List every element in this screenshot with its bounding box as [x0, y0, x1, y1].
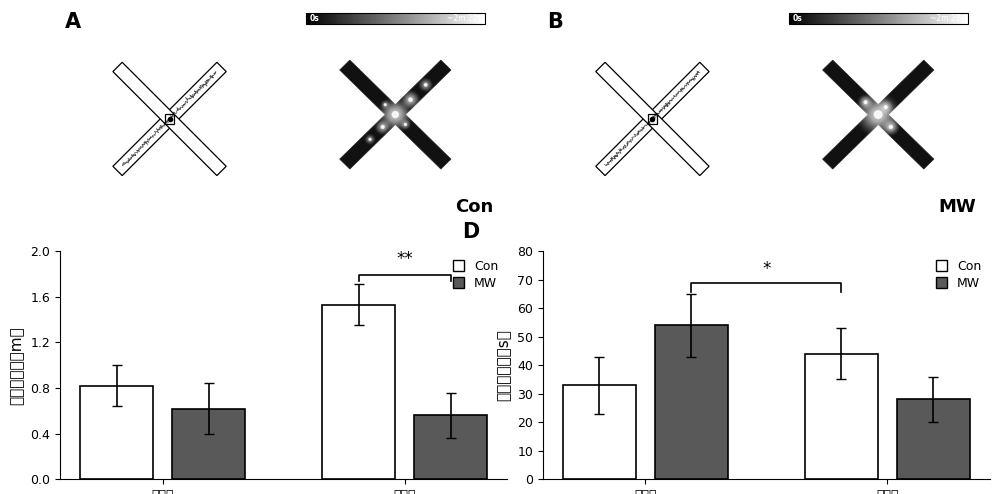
Bar [414, 415, 487, 479]
Y-axis label: 开放臂路程（m）: 开放臂路程（m） [10, 326, 25, 405]
Bar [563, 385, 636, 479]
Bar [805, 354, 878, 479]
Bar [897, 399, 970, 479]
Text: A: A [64, 12, 81, 32]
Bar [172, 409, 245, 479]
Text: *: * [762, 260, 771, 278]
Legend: Con, MW: Con, MW [933, 257, 984, 292]
Bar [80, 386, 153, 479]
Text: D: D [462, 222, 480, 242]
Bar [322, 305, 395, 479]
Legend: Con, MW: Con, MW [450, 257, 501, 292]
Y-axis label: 开放臂时间（s）: 开放臂时间（s） [497, 329, 512, 401]
Text: **: ** [396, 250, 413, 268]
Text: B: B [547, 12, 563, 32]
Bar [655, 325, 728, 479]
